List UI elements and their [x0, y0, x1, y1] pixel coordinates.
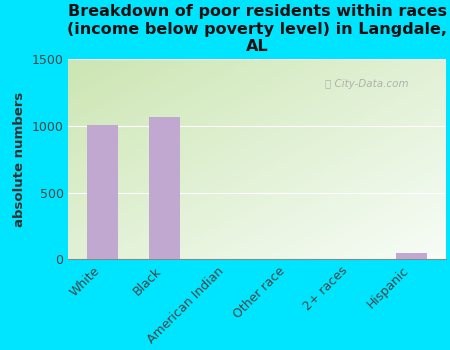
Text: ⓘ City-Data.com: ⓘ City-Data.com	[325, 79, 409, 89]
Bar	[149, 117, 180, 259]
Bar	[396, 253, 427, 259]
Title: Breakdown of poor residents within races
(income below poverty level) in Langdal: Breakdown of poor residents within races…	[67, 4, 447, 54]
Y-axis label: absolute numbers: absolute numbers	[13, 92, 26, 227]
Bar	[87, 125, 118, 259]
